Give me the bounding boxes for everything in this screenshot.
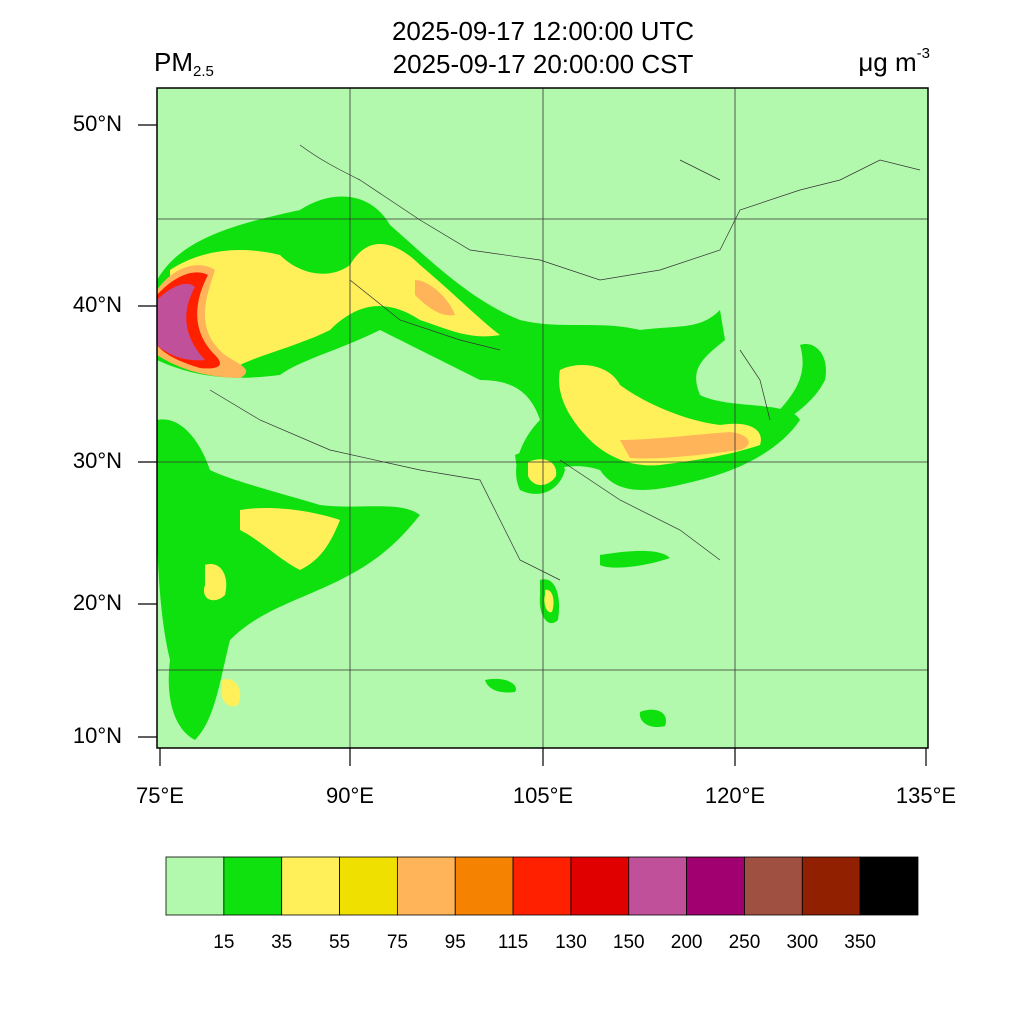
colorbar-label: 15 bbox=[213, 932, 234, 953]
pm-area bbox=[760, 344, 826, 430]
pm-area bbox=[221, 679, 241, 707]
colorbar-label: 350 bbox=[844, 932, 876, 953]
colorbar-label: 250 bbox=[729, 932, 761, 953]
colorbar-label: 55 bbox=[329, 932, 350, 953]
pm-area bbox=[415, 280, 455, 316]
variable-subscript: 2.5 bbox=[193, 63, 214, 80]
variable-label: PM2.5 bbox=[154, 47, 214, 80]
colorbar-label: 75 bbox=[387, 932, 408, 953]
colorbar-box bbox=[339, 856, 398, 916]
title-line: 2025-09-17 12:00:00 UTC bbox=[392, 16, 694, 46]
axis-ticks: 50°N 40°N 30°N 20°N 10°N 75°E 90°E 105°E 120°E 13… bbox=[73, 111, 956, 808]
unit-superscript: -3 bbox=[917, 45, 930, 62]
map bbox=[156, 87, 929, 749]
lat-label: 30°N bbox=[73, 448, 122, 473]
lon-label: 135°E bbox=[896, 783, 956, 808]
colorbar-box bbox=[512, 856, 572, 916]
colorbar-box bbox=[396, 856, 456, 916]
colorbar-label: 95 bbox=[445, 932, 466, 953]
pm-area bbox=[157, 419, 420, 740]
colorbar-label: 200 bbox=[671, 932, 703, 953]
colorbar-box bbox=[165, 856, 225, 916]
lat-label: 20°N bbox=[73, 590, 122, 615]
lon-label: 90°E bbox=[326, 783, 374, 808]
variable-name: PM bbox=[154, 47, 193, 77]
pm-area bbox=[544, 589, 554, 613]
colorbar-label: 150 bbox=[613, 932, 645, 953]
pm-area bbox=[600, 550, 670, 568]
unit-label: μg m-3 bbox=[858, 45, 930, 77]
colorbar-box bbox=[628, 856, 688, 916]
boundary bbox=[209, 144, 921, 581]
colorbar-box bbox=[686, 856, 745, 916]
colorbar-box bbox=[801, 856, 861, 916]
colorbar-box bbox=[281, 856, 340, 916]
colorbar-label: 115 bbox=[498, 932, 528, 953]
pm-area bbox=[485, 678, 516, 693]
pm-area bbox=[528, 459, 557, 485]
title-line: 2025-09-17 20:00:00 CST bbox=[393, 49, 694, 79]
lat-label: 50°N bbox=[73, 111, 122, 136]
colorbar-box bbox=[570, 856, 630, 916]
colorbar-label: 35 bbox=[271, 932, 292, 953]
lat-label: 10°N bbox=[73, 723, 122, 748]
colorbar-label: 300 bbox=[786, 932, 818, 953]
unit-name: μg m bbox=[858, 47, 916, 77]
colorbar-box bbox=[744, 856, 803, 916]
colorbar-box bbox=[454, 856, 514, 916]
lon-label: 75°E bbox=[136, 783, 184, 808]
lat-label: 40°N bbox=[73, 292, 122, 317]
pm-area bbox=[620, 432, 749, 459]
pm-area bbox=[170, 244, 500, 365]
lon-label: 120°E bbox=[705, 783, 765, 808]
colorbar-box bbox=[223, 856, 283, 916]
lon-label: 105°E bbox=[513, 783, 573, 808]
pm-area bbox=[157, 283, 205, 361]
pm-area bbox=[240, 508, 340, 570]
graticule bbox=[157, 88, 928, 748]
colorbar-box bbox=[859, 856, 919, 916]
colorbar-label: 130 bbox=[555, 932, 587, 953]
pm-area bbox=[639, 709, 666, 728]
colorbar: 15 35 55 75 95 115 130 150 200 250 300 350 bbox=[165, 856, 919, 953]
pm-area bbox=[204, 564, 227, 601]
